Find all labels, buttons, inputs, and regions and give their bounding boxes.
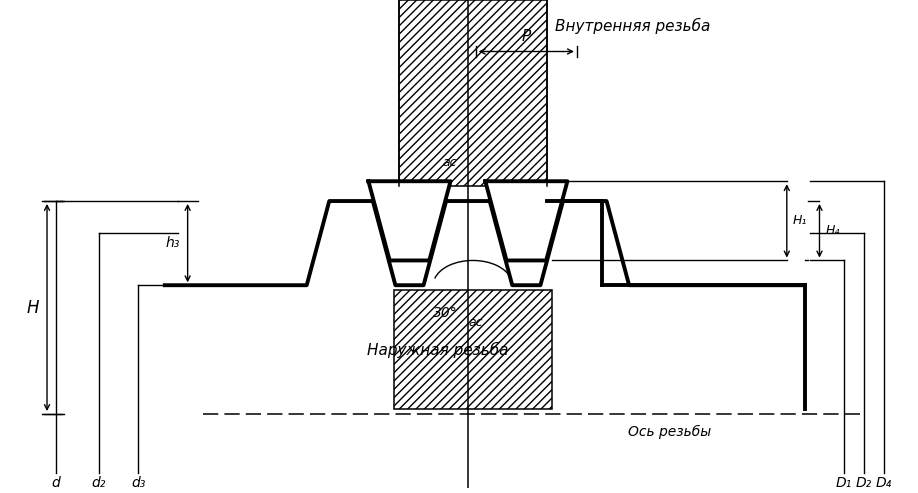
Text: 30°: 30° xyxy=(432,306,457,320)
Bar xyxy=(398,0,547,186)
Text: Внутренняя резьба: Внутренняя резьба xyxy=(555,18,711,34)
Polygon shape xyxy=(368,181,451,260)
Bar xyxy=(394,290,552,409)
Text: P: P xyxy=(521,29,531,43)
Text: D₂: D₂ xyxy=(856,476,872,491)
Text: d₂: d₂ xyxy=(91,476,106,491)
Polygon shape xyxy=(486,181,567,260)
Text: H₁: H₁ xyxy=(793,214,807,227)
Text: Наружная резьба: Наружная резьба xyxy=(367,342,509,357)
Text: R₁: R₁ xyxy=(401,182,417,196)
Text: H₄: H₄ xyxy=(825,224,840,237)
Text: D₁: D₁ xyxy=(836,476,853,491)
Text: h₃: h₃ xyxy=(165,236,180,250)
Text: H: H xyxy=(27,298,39,317)
Text: d: d xyxy=(51,476,61,491)
Text: Ось резьбы: Ось резьбы xyxy=(628,425,711,439)
Text: ac: ac xyxy=(442,156,457,170)
Text: R₂: R₂ xyxy=(401,237,417,250)
Text: d₃: d₃ xyxy=(131,476,145,491)
Text: ac: ac xyxy=(468,317,483,329)
Text: D₄: D₄ xyxy=(876,476,892,491)
